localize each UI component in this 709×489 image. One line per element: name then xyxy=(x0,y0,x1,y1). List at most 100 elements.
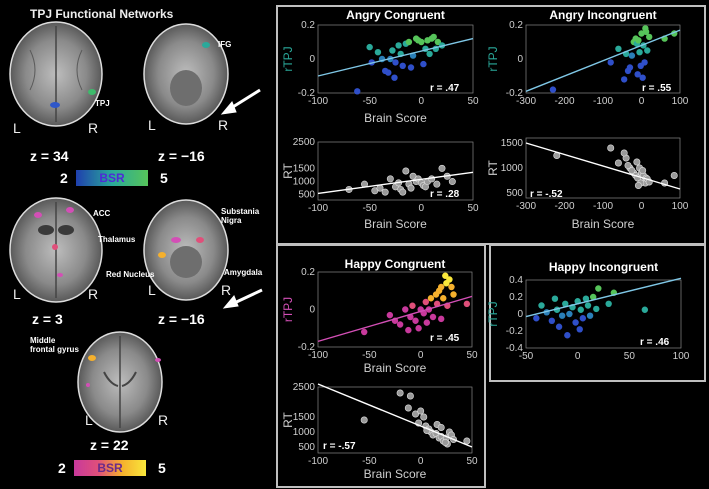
bsr-max: 5 xyxy=(158,460,166,476)
brain-label-acc: ACC xyxy=(93,209,111,218)
data-point xyxy=(391,74,398,81)
data-point xyxy=(420,413,428,421)
scatter-plot-2: -300 -200 -100 0 100 0.2 0 -0.2 rTPJ Angry Incong… xyxy=(486,8,689,107)
data-point xyxy=(442,272,449,279)
data-point xyxy=(430,33,437,41)
data-point xyxy=(360,416,368,424)
data-point xyxy=(438,164,446,172)
data-point xyxy=(634,71,641,78)
right-marker: R xyxy=(221,282,232,298)
left-marker: L xyxy=(85,412,93,428)
x-tick-label: -300 xyxy=(516,201,536,212)
data-point xyxy=(422,298,429,306)
data-point xyxy=(636,49,643,56)
data-point xyxy=(644,47,651,54)
data-point xyxy=(374,49,382,56)
x-tick-label: -200 xyxy=(554,96,574,107)
x-tick-label: -100 xyxy=(308,96,328,107)
x-tick-label: -50 xyxy=(362,456,377,467)
data-point xyxy=(433,180,441,188)
data-point xyxy=(576,326,583,333)
brain-figures xyxy=(9,21,263,433)
data-point xyxy=(586,312,594,319)
x-tick-label: -50 xyxy=(362,96,377,107)
data-point xyxy=(412,317,419,324)
data-point xyxy=(404,404,412,412)
data-point xyxy=(633,158,641,166)
data-point xyxy=(577,306,584,313)
data-point xyxy=(548,317,556,324)
plot-title: Angry Incongruent xyxy=(549,8,656,22)
data-point xyxy=(558,312,566,319)
left-marker: L xyxy=(13,120,21,136)
data-point xyxy=(463,300,471,308)
brain-slice-z22 xyxy=(77,331,163,433)
data-point xyxy=(615,45,622,52)
plot-area xyxy=(525,137,681,199)
x-tick-label: -100 xyxy=(308,350,328,361)
bsr-colorbar-bottom: BSR xyxy=(74,460,146,476)
data-point xyxy=(396,389,404,397)
x-tick-label: -100 xyxy=(593,96,613,107)
x-axis-label: Brain Score xyxy=(364,467,427,481)
brain-label-substania-nigra: Substania Nigra xyxy=(221,207,260,225)
plot-title: Angry Congruent xyxy=(346,8,445,22)
data-point xyxy=(361,328,368,336)
x-tick-label: -100 xyxy=(308,456,328,467)
x-tick-label: 0 xyxy=(639,201,645,212)
data-point xyxy=(538,302,545,309)
y-tick-label: -0.2 xyxy=(506,326,524,337)
y-tick-label: -0.2 xyxy=(298,88,316,99)
y-tick-label: -0.2 xyxy=(506,88,524,99)
x-tick-label: 50 xyxy=(466,350,478,361)
correlation-label: r = .46 xyxy=(640,337,670,348)
plot-area xyxy=(317,141,474,201)
data-point xyxy=(418,38,425,46)
data-point xyxy=(582,295,590,302)
x-tick-label: 100 xyxy=(672,96,689,107)
y-axis-label: RT xyxy=(281,162,295,178)
bsr-max: 5 xyxy=(160,170,168,186)
data-point xyxy=(409,302,416,309)
regression-line xyxy=(317,295,473,343)
data-point xyxy=(420,60,427,68)
data-point xyxy=(614,159,622,167)
z-label: z = −16 xyxy=(158,148,205,164)
data-point xyxy=(354,88,361,95)
data-point xyxy=(392,59,399,66)
data-point xyxy=(579,315,587,322)
scatter-plot-6: -50 0 50 100 0.4 0.2 0 -0.2 -0.4 rTPJ Happy Incong… xyxy=(486,260,690,362)
data-point xyxy=(429,313,437,321)
y-tick-label: 1000 xyxy=(293,427,316,438)
data-point xyxy=(607,59,614,66)
y-tick-label: 0 xyxy=(309,305,315,316)
x-axis-label: Brain Score xyxy=(364,361,427,375)
data-point xyxy=(628,167,636,175)
data-point xyxy=(407,184,415,192)
left-marker: L xyxy=(148,117,156,133)
y-tick-label: 0.4 xyxy=(509,275,523,286)
plot-area xyxy=(317,386,473,454)
data-point xyxy=(386,311,394,319)
regression-line xyxy=(317,37,474,77)
y-tick-label: 500 xyxy=(506,188,523,199)
scatter-plot-5: -100 -50 0 50 0.2 0 -0.2 rTPJ Brain Score Happy C… xyxy=(281,257,478,375)
x-tick-label: -300 xyxy=(516,96,536,107)
regression-line xyxy=(317,171,474,195)
y-tick-label: 1500 xyxy=(501,138,524,149)
data-point xyxy=(396,321,404,328)
data-point xyxy=(412,410,420,418)
data-point xyxy=(405,38,413,46)
right-marker: R xyxy=(88,286,99,302)
y-tick-label: 1500 xyxy=(293,412,316,423)
data-point xyxy=(572,319,579,326)
z-label: z = 22 xyxy=(90,437,129,453)
y-tick-label: 1000 xyxy=(293,177,316,188)
data-point xyxy=(438,315,445,323)
x-axis-label: Brain Score xyxy=(572,217,635,231)
data-point xyxy=(366,43,373,51)
scatter-plot-3: -100 -50 0 50 2500 1500 1000 500 RT Brain Score r … xyxy=(281,137,479,231)
brain-label-thalamus: Thalamus xyxy=(98,235,136,244)
data-point xyxy=(438,283,445,291)
data-point xyxy=(405,326,412,334)
